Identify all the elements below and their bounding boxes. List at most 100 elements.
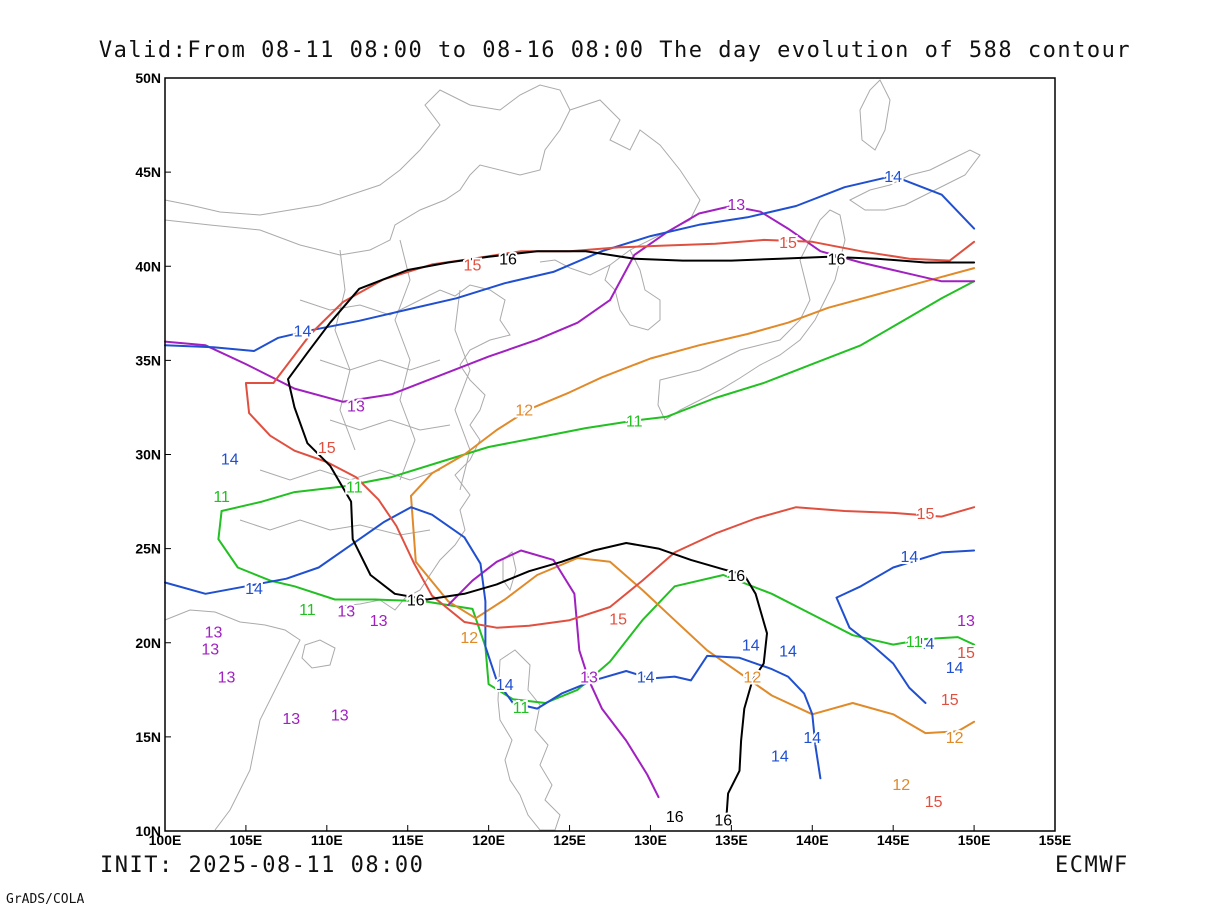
lon-tick-label: 135E xyxy=(715,832,748,848)
contour-label: 12 xyxy=(946,730,964,747)
contour-lines xyxy=(164,174,976,817)
contour-label: 14 xyxy=(917,636,935,653)
lon-tick-label: 100E xyxy=(149,832,182,848)
contour-label: 11 xyxy=(626,414,643,431)
contour-label: 16 xyxy=(666,809,684,826)
contour-label: 11 xyxy=(346,480,363,497)
contour-label: 15 xyxy=(925,794,943,811)
model-source-label: ECMWF xyxy=(1055,853,1129,878)
hainan-coast xyxy=(301,639,336,669)
contour-label: 13 xyxy=(331,707,349,724)
philippines-coast xyxy=(497,649,561,831)
contour-label: 13 xyxy=(218,670,236,687)
contour-label: 13 xyxy=(957,613,975,630)
contour-label: 14 xyxy=(742,638,760,655)
contour-label: 12 xyxy=(744,670,762,687)
internal-borders-2 xyxy=(334,239,471,491)
contour-label: 14 xyxy=(803,730,821,747)
contour-line-day-16 xyxy=(287,250,976,817)
contour-label: 12 xyxy=(460,630,478,647)
contour-line-day-12 xyxy=(410,267,976,497)
lat-tick-label: 25N xyxy=(135,541,161,557)
lat-tick-label: 30N xyxy=(135,447,161,463)
map-plot-area xyxy=(165,78,1055,831)
contour-line-day-13 xyxy=(447,549,660,799)
border-northeast xyxy=(539,99,701,276)
lon-tick-label: 155E xyxy=(1039,832,1072,848)
contour-label: 13 xyxy=(282,711,300,728)
contour-label: 14 xyxy=(245,581,263,598)
contour-label: 15 xyxy=(318,440,336,457)
lon-tick-label: 130E xyxy=(634,832,667,848)
internal-borders-1 xyxy=(239,299,451,536)
contour-label: 11 xyxy=(299,602,316,619)
contour-line-day-14 xyxy=(164,174,976,352)
contour-line-day-14 xyxy=(164,506,822,780)
sakhalin-coast xyxy=(859,79,891,151)
contour-label: 15 xyxy=(917,506,935,523)
border-north xyxy=(164,84,571,256)
contour-label: 13 xyxy=(201,641,219,658)
lat-tick-label: 15N xyxy=(135,729,161,745)
lon-tick-label: 125E xyxy=(553,832,586,848)
init-time-label: INIT: 2025-08-11 08:00 xyxy=(100,853,425,878)
contour-line-day-15 xyxy=(272,238,976,384)
contour-line-day-11 xyxy=(220,280,976,512)
contour-label: 14 xyxy=(771,749,789,766)
lon-tick-label: 145E xyxy=(877,832,910,848)
lat-tick-label: 20N xyxy=(135,635,161,651)
contour-label: 16 xyxy=(828,252,846,269)
contour-label: 16 xyxy=(714,813,732,830)
contour-line-day-12 xyxy=(410,494,976,735)
contour-label: 14 xyxy=(884,169,902,186)
coastline-china xyxy=(339,284,511,611)
japan-coast xyxy=(657,209,846,421)
chart-title: Valid:From 08-11 08:00 to 08-16 08:00 Th… xyxy=(98,38,1132,63)
contour-label: 16 xyxy=(499,252,517,269)
lon-tick-label: 140E xyxy=(796,832,829,848)
contour-line-day-14 xyxy=(835,549,976,704)
contour-label: 16 xyxy=(727,568,745,585)
contour-label: 13 xyxy=(580,670,598,687)
lat-tick-label: 45N xyxy=(135,164,161,180)
lat-tick-label: 10N xyxy=(135,823,161,839)
contour-label: 13 xyxy=(337,604,355,621)
korea-coast xyxy=(604,249,661,331)
contour-label: 12 xyxy=(515,402,533,419)
contour-label: 13 xyxy=(370,613,388,630)
contour-label: 14 xyxy=(900,549,918,566)
lat-tick-label: 40N xyxy=(135,258,161,274)
lat-tick-label: 50N xyxy=(135,70,161,86)
lon-tick-label: 110E xyxy=(311,832,343,848)
contour-label: 16 xyxy=(407,592,425,609)
contour-label: 12 xyxy=(892,777,910,794)
contour-label: 14 xyxy=(637,670,655,687)
contour-label: 14 xyxy=(946,660,964,677)
lat-tick-label: 35N xyxy=(135,352,161,368)
lon-tick-label: 105E xyxy=(230,832,263,848)
contour-label: 13 xyxy=(727,197,745,214)
contour-label: 15 xyxy=(609,611,627,628)
lon-tick-label: 150E xyxy=(958,832,991,848)
contour-label: 14 xyxy=(294,323,312,340)
contour-label: 14 xyxy=(496,677,514,694)
contour-label: 13 xyxy=(205,624,223,641)
taiwan-coast xyxy=(502,551,517,592)
contour-label: 15 xyxy=(941,692,959,709)
coastline-borders xyxy=(164,79,981,831)
lon-tick-label: 120E xyxy=(472,832,505,848)
contour-label: 14 xyxy=(221,451,239,468)
software-credit-label: GrADS/COLA xyxy=(6,892,85,907)
contour-label: 15 xyxy=(464,257,482,274)
contour-label: 13 xyxy=(347,399,365,416)
contour-label: 11 xyxy=(513,700,530,717)
lon-tick-label: 115E xyxy=(392,832,424,848)
contour-label: 11 xyxy=(213,489,230,506)
hokkaido-coast xyxy=(849,149,981,211)
contour-label: 14 xyxy=(779,643,797,660)
contour-label: 15 xyxy=(957,645,975,662)
contour-label: 15 xyxy=(779,235,797,252)
map-axes: 100E 105E 110E 115E 120E 125E 130E 135E 140E 145E… xyxy=(135,70,1071,848)
